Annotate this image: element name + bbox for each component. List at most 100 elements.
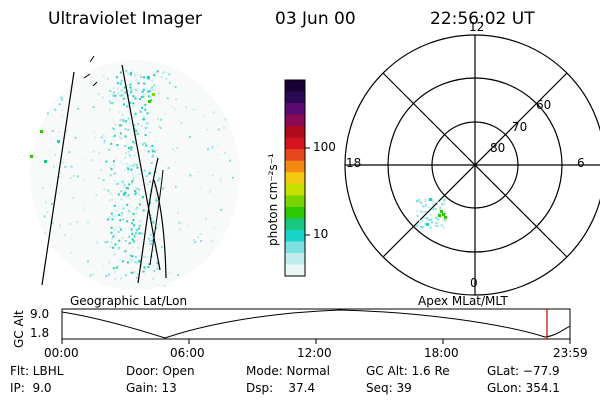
- emission-pixel: [145, 92, 148, 95]
- emission-pixel: [109, 101, 112, 104]
- emission-pixel: [82, 178, 85, 181]
- emission-pixel: [143, 252, 146, 255]
- emission-pixel: [151, 79, 154, 82]
- emission-pixel: [105, 160, 108, 163]
- emission-pixel: [132, 178, 135, 181]
- emission-pixel: [114, 158, 117, 161]
- emission-pixel: [92, 273, 95, 276]
- emission-pixel: [128, 257, 131, 260]
- emission-pixel: [103, 188, 106, 191]
- emission-pixel: [62, 161, 65, 164]
- emission-pixel: [133, 105, 135, 108]
- emission-pixel: [151, 249, 154, 252]
- emission-pixel: [130, 156, 133, 159]
- emission-pixel: [71, 238, 74, 241]
- emission-pixel: [69, 223, 72, 225]
- emission-pixel: [130, 230, 133, 233]
- emission-pixel: [129, 197, 132, 200]
- emission-pixel: [121, 260, 124, 263]
- emission-pixel: [119, 174, 122, 177]
- ip-info: IP: 9.0: [10, 381, 52, 395]
- emission-pixel: [150, 217, 153, 220]
- dsp-info: Dsp: 37.4: [246, 381, 316, 395]
- emission-pixel: [220, 208, 223, 211]
- emission-pixel: [107, 189, 110, 192]
- emission-pixel: [102, 134, 105, 137]
- emission-pixel: [434, 207, 437, 210]
- mode-info: Mode: Normal: [246, 364, 330, 378]
- emission-pixel: [126, 220, 129, 223]
- emission-pixel: [196, 108, 199, 111]
- emission-pixel: [438, 214, 441, 217]
- emission-pixel: [76, 220, 79, 223]
- alt-xtick: 18:00: [424, 346, 459, 360]
- emission-pixel: [210, 240, 213, 243]
- emission-pixel: [163, 284, 166, 287]
- emission-pixel: [128, 235, 131, 238]
- emission-pixel: [155, 155, 158, 158]
- emission-pixel: [120, 277, 122, 280]
- emission-pixel: [114, 94, 117, 97]
- emission-pixel: [129, 86, 132, 89]
- emission-pixel: [113, 138, 116, 141]
- emission-pixel: [148, 193, 151, 196]
- emission-pixel: [440, 224, 443, 227]
- emission-pixel: [139, 199, 142, 202]
- emission-pixel: [156, 265, 158, 268]
- emission-pixel: [433, 201, 436, 204]
- emission-pixel: [132, 219, 135, 222]
- emission-pixel: [197, 236, 200, 238]
- emission-pixel: [441, 203, 444, 206]
- emission-pixel: [124, 128, 127, 131]
- emission-pixel: [126, 162, 129, 165]
- emission-pixel: [164, 113, 166, 116]
- emission-pixel: [152, 236, 155, 239]
- emission-pixel: [123, 120, 126, 123]
- emission-pixel: [151, 145, 154, 147]
- emission-pixel: [122, 97, 125, 100]
- emission-pixel: [211, 174, 214, 177]
- colorbar-swatch: [285, 80, 305, 93]
- emission-pixel: [424, 200, 427, 203]
- emission-pixel: [151, 239, 154, 242]
- emission-pixel: [110, 118, 113, 121]
- emission-pixel: [186, 224, 189, 227]
- lat-line: [137, 157, 159, 284]
- emission-pixel: [128, 154, 131, 157]
- emission-pixel: [444, 219, 447, 222]
- emission-pixel: [117, 231, 120, 233]
- emission-pixel: [135, 229, 138, 232]
- emission-pixel: [146, 76, 149, 79]
- emission-pixel: [121, 180, 124, 183]
- emission-pixel: [144, 127, 147, 130]
- emission-pixel: [139, 98, 142, 101]
- emission-pixel: [134, 256, 137, 258]
- emission-pixel: [109, 108, 111, 111]
- emission-pixel: [64, 165, 67, 168]
- right-panel-caption: Apex MLat/MLT: [418, 294, 508, 308]
- emission-pixel: [428, 218, 431, 221]
- emission-pixel: [107, 273, 110, 276]
- colorbar-unit-label: photon cm⁻²s⁻¹: [266, 153, 280, 246]
- emission-pixel: [133, 115, 136, 118]
- emission-pixel: [134, 190, 137, 193]
- emission-pixel: [128, 242, 131, 245]
- emission-pixel: [106, 77, 109, 80]
- emission-pixel: [117, 148, 120, 151]
- emission-pixel: [152, 277, 155, 280]
- emission-pixel: [130, 182, 133, 185]
- emission-pixel: [114, 200, 117, 203]
- emission-pixel: [134, 170, 137, 173]
- emission-pixel: [132, 95, 135, 98]
- emission-pixel: [118, 94, 121, 97]
- emission-pixel: [133, 75, 136, 78]
- emission-pixel: [123, 184, 126, 187]
- emission-pixel: [427, 198, 430, 201]
- emission-pixel: [111, 218, 114, 221]
- emission-pixel: [98, 152, 101, 154]
- emission-pixel: [126, 166, 129, 169]
- emission-pixel: [153, 74, 156, 77]
- colorbar-swatch: [285, 241, 305, 254]
- emission-pixel: [139, 254, 142, 257]
- emission-pixel: [134, 261, 137, 264]
